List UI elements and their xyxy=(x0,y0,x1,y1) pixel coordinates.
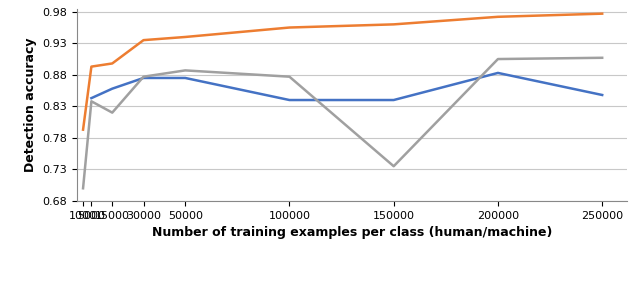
top-p (p=0.9) xyxy=(108,111,116,114)
Y-axis label: Detection accuracy: Detection accuracy xyxy=(24,38,36,172)
top-k (k=40) xyxy=(79,128,87,131)
pure xyxy=(390,98,397,102)
pure xyxy=(88,96,95,100)
top-k (k=40) xyxy=(108,62,116,65)
top-p (p=0.9) xyxy=(88,100,95,103)
top-p (p=0.9) xyxy=(494,57,502,61)
top-p (p=0.9) xyxy=(79,187,87,190)
pure xyxy=(285,98,293,102)
Line: top-k (k=40): top-k (k=40) xyxy=(83,14,602,130)
top-k (k=40) xyxy=(494,15,502,19)
top-k (k=40) xyxy=(598,12,606,15)
pure xyxy=(598,93,606,97)
Line: pure: pure xyxy=(92,73,602,100)
top-k (k=40) xyxy=(181,35,189,39)
X-axis label: Number of training examples per class (human/machine): Number of training examples per class (h… xyxy=(152,226,552,239)
top-p (p=0.9) xyxy=(390,164,397,168)
top-p (p=0.9) xyxy=(598,56,606,59)
Line: top-p (p=0.9): top-p (p=0.9) xyxy=(83,58,602,188)
top-k (k=40) xyxy=(88,65,95,68)
pure xyxy=(108,87,116,90)
top-p (p=0.9) xyxy=(285,75,293,78)
pure xyxy=(181,76,189,80)
top-k (k=40) xyxy=(390,23,397,26)
top-p (p=0.9) xyxy=(140,75,147,78)
top-p (p=0.9) xyxy=(181,69,189,72)
top-k (k=40) xyxy=(285,26,293,29)
pure xyxy=(494,71,502,75)
pure xyxy=(140,76,147,80)
top-k (k=40) xyxy=(140,38,147,42)
